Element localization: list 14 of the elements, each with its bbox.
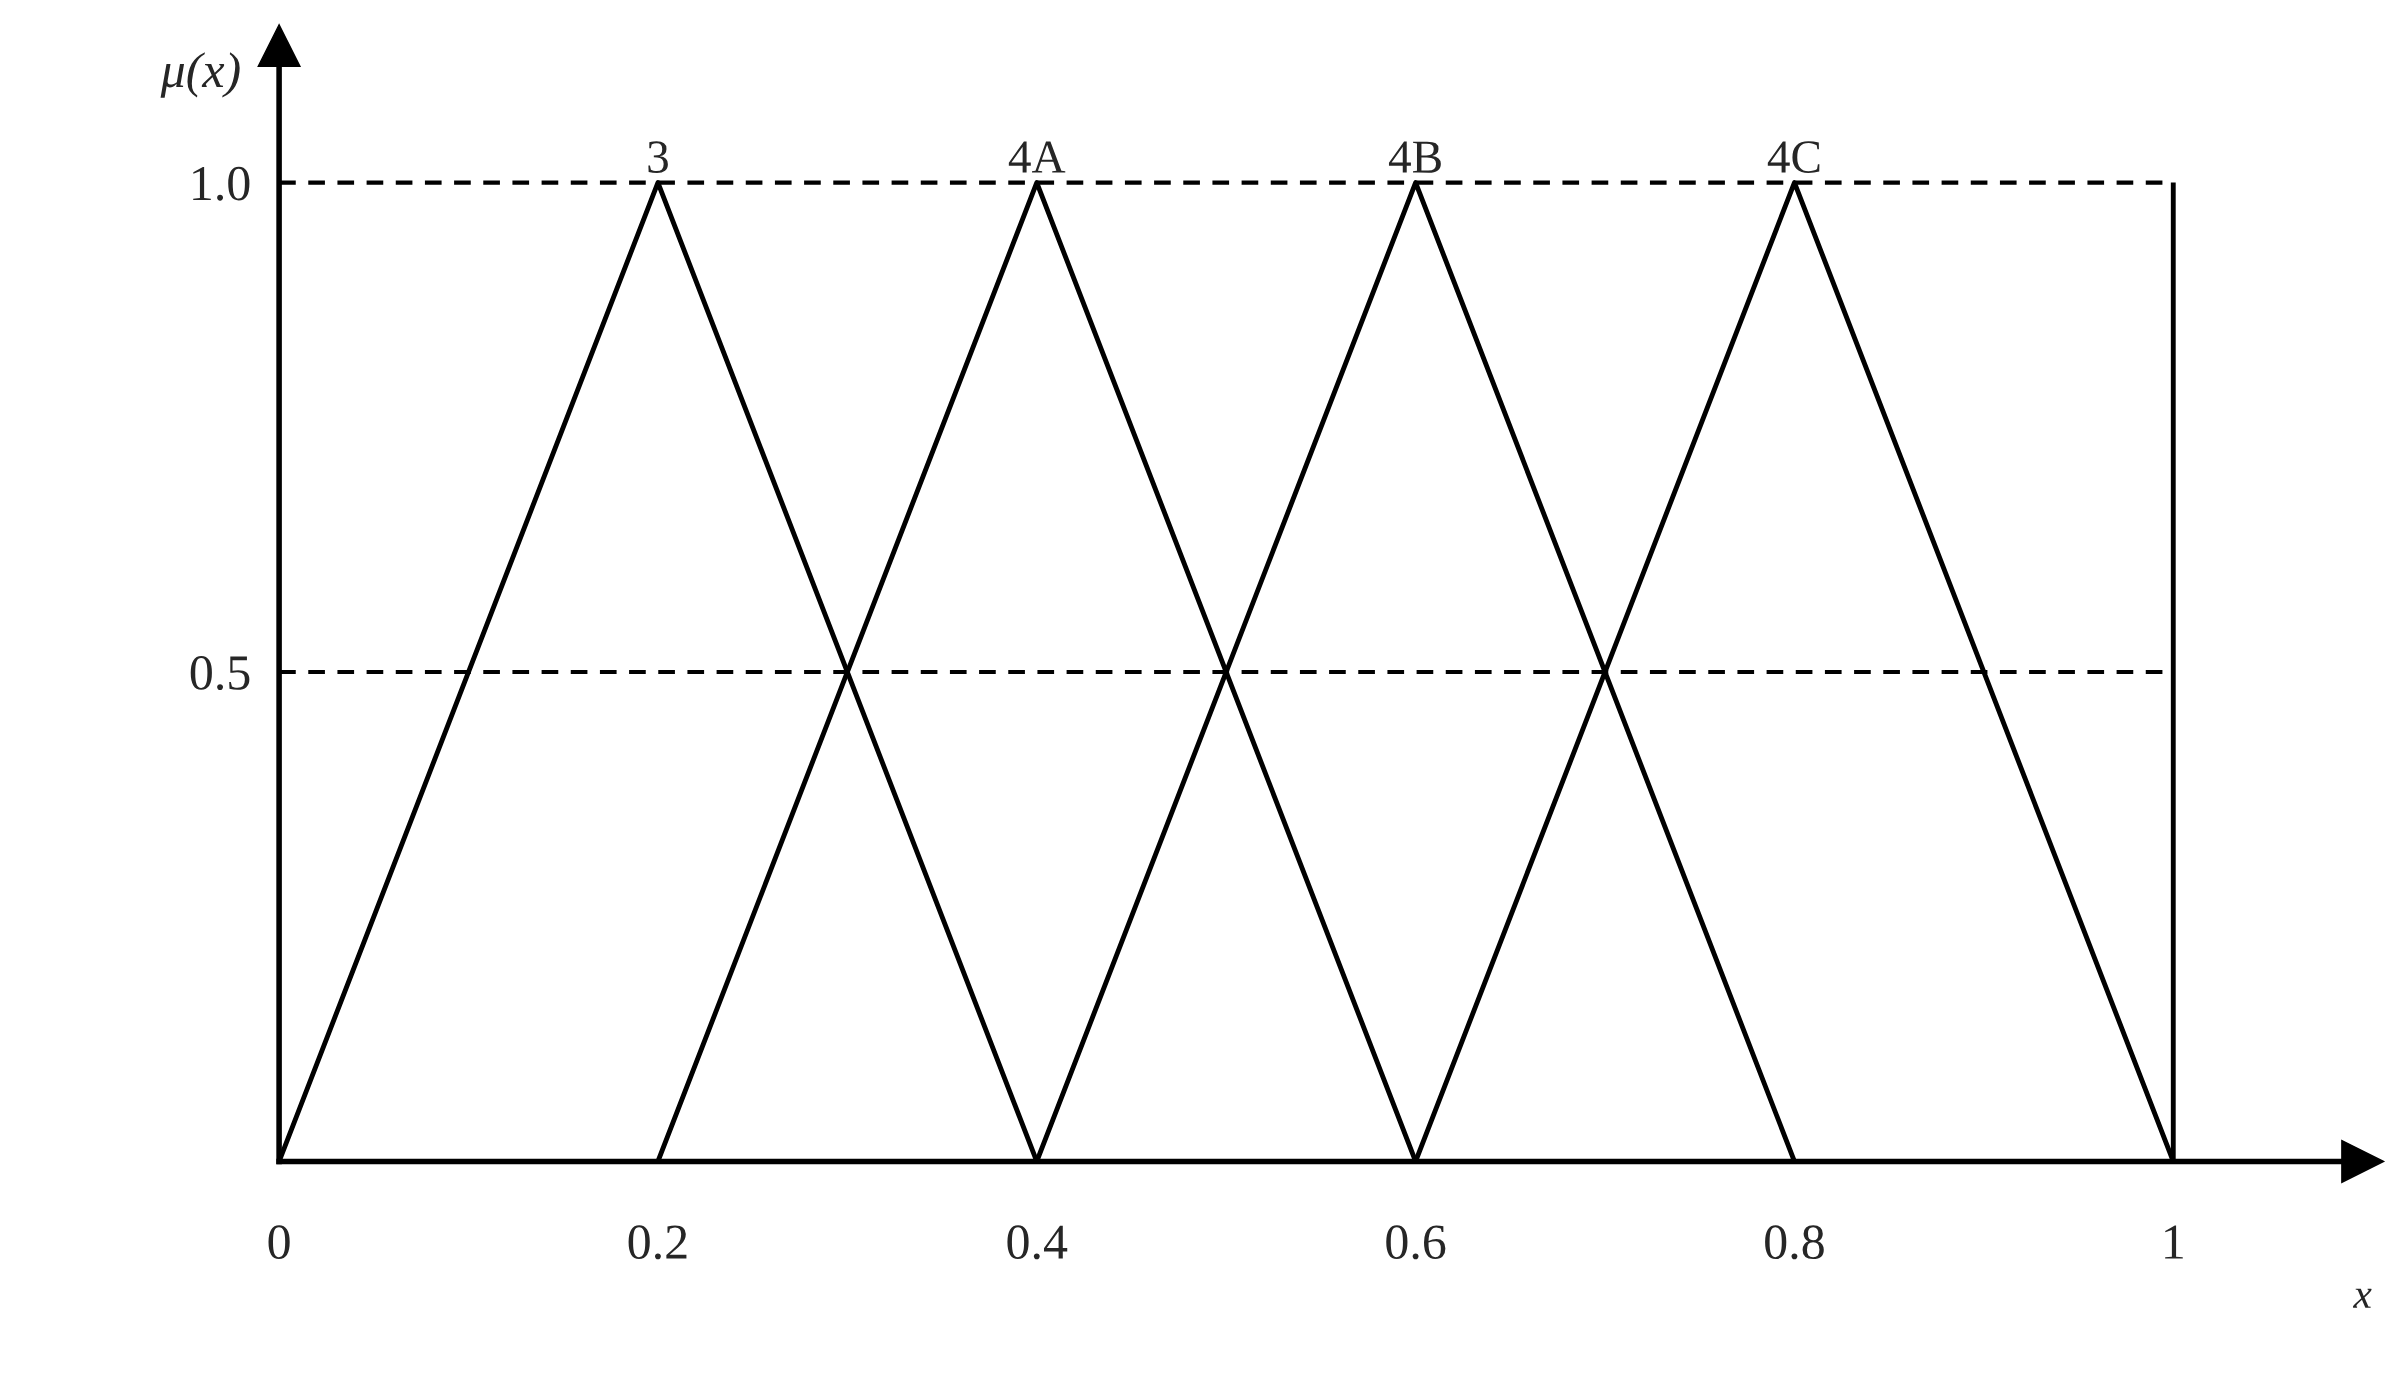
- series-label: 4A: [1008, 141, 1066, 173]
- y-tick-label: 0.5: [190, 656, 250, 691]
- x-tick-label: 0.8: [1765, 1225, 1824, 1260]
- x-tick-label: 0.6: [1386, 1225, 1446, 1260]
- x-axis-title: x: [2352, 1288, 2372, 1308]
- series-label: 4C: [1767, 141, 1820, 174]
- x-tick-label: 1: [2165, 1225, 2183, 1259]
- x-tick-label: 0: [268, 1225, 290, 1260]
- x-tick-label: 0.4: [1007, 1225, 1068, 1260]
- series-label: 3: [648, 141, 668, 174]
- y-tick-label: 1.0: [193, 166, 250, 201]
- series-label: 4B: [1388, 141, 1441, 173]
- y-axis-title: μ(x): [160, 52, 240, 98]
- x-tick-label: 0.2: [628, 1225, 687, 1260]
